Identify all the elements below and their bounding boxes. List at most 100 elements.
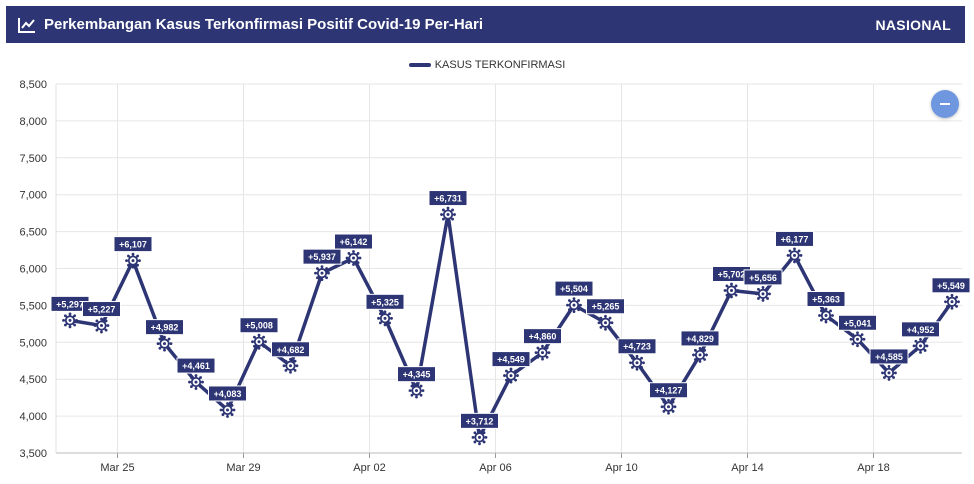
virus-spike-tip bbox=[68, 312, 72, 316]
virus-spike-tip bbox=[127, 263, 130, 267]
chart-legend[interactable]: KASUS TERKONFIRMASI bbox=[0, 59, 974, 71]
virus-spike-tip bbox=[608, 316, 612, 320]
virus-icon[interactable] bbox=[93, 317, 110, 334]
x-tick-label: Apr 06 bbox=[479, 462, 511, 474]
virus-icon[interactable] bbox=[629, 354, 645, 371]
virus-spike-tip bbox=[761, 285, 765, 289]
virus-spike-tip bbox=[831, 314, 834, 317]
virus-icon[interactable] bbox=[62, 312, 78, 329]
virus-icon[interactable] bbox=[692, 347, 708, 363]
virus-icon[interactable] bbox=[219, 402, 236, 418]
virus-icon[interactable] bbox=[786, 247, 803, 264]
y-tick-label: 8,000 bbox=[19, 116, 47, 128]
virus-spike-tip bbox=[347, 252, 351, 255]
data-label-box bbox=[428, 190, 468, 207]
virus-spike-tip bbox=[660, 405, 664, 409]
virus-spike-tip bbox=[383, 323, 387, 327]
virus-spike-tip bbox=[514, 378, 517, 382]
data-label-box bbox=[334, 233, 373, 250]
virus-icon[interactable] bbox=[408, 382, 425, 399]
data-label-box bbox=[869, 348, 909, 365]
y-tick-label: 7,500 bbox=[19, 153, 47, 165]
virus-spike-tip bbox=[104, 328, 108, 332]
virus-spike-tip bbox=[957, 300, 960, 304]
virus-spike-tip bbox=[282, 364, 286, 368]
data-label: +5,702 bbox=[718, 269, 746, 279]
virus-icon[interactable] bbox=[503, 367, 519, 384]
virus-icon[interactable] bbox=[345, 250, 362, 266]
virus-spike-tip bbox=[293, 359, 297, 363]
virus-spike-tip bbox=[264, 340, 267, 344]
virus-spike-tip bbox=[505, 378, 508, 382]
virus-spike-tip bbox=[325, 276, 328, 280]
virus-icon[interactable] bbox=[723, 282, 740, 299]
virus-spike-tip bbox=[820, 318, 823, 322]
virus-icon[interactable] bbox=[566, 297, 582, 314]
virus-icon[interactable] bbox=[188, 374, 204, 390]
virus-spike-tip bbox=[158, 346, 162, 350]
collapse-button[interactable] bbox=[931, 90, 959, 118]
virus-spike-tip bbox=[887, 378, 891, 381]
virus-spike-tip bbox=[289, 357, 292, 361]
data-label-box bbox=[176, 357, 216, 374]
x-tick-label: Apr 18 bbox=[857, 462, 889, 474]
virus-spike-tip bbox=[698, 347, 702, 350]
data-label-box bbox=[680, 330, 720, 347]
data-label-box bbox=[302, 248, 342, 265]
virus-icon[interactable] bbox=[282, 357, 299, 374]
virus-icon[interactable] bbox=[440, 206, 456, 223]
virus-icon[interactable] bbox=[314, 265, 330, 282]
virus-spike-tip bbox=[136, 254, 139, 258]
virus-core bbox=[730, 288, 733, 292]
virus-core bbox=[824, 314, 828, 318]
virus-icon[interactable] bbox=[849, 331, 866, 348]
virus-spike-tip bbox=[797, 249, 801, 253]
virus-spike-tip bbox=[356, 252, 360, 255]
virus-icon[interactable] bbox=[377, 310, 393, 327]
virus-spike-tip bbox=[694, 348, 697, 352]
virus-spike-tip bbox=[572, 310, 576, 314]
virus-spike-tip bbox=[471, 435, 475, 439]
virus-spike-tip bbox=[610, 321, 614, 325]
virus-icon[interactable] bbox=[660, 398, 677, 415]
data-label: +4,682 bbox=[277, 345, 305, 355]
virus-icon[interactable] bbox=[125, 252, 141, 269]
virus-icon[interactable] bbox=[471, 429, 488, 446]
chart-header: Perkembangan Kasus Terkonfirmasi Positif… bbox=[6, 6, 965, 43]
virus-icon[interactable] bbox=[755, 285, 771, 302]
virus-spike-tip bbox=[106, 324, 110, 327]
x-tick-label: Apr 14 bbox=[731, 462, 763, 474]
virus-spike-tip bbox=[923, 349, 927, 352]
virus-spike-tip bbox=[955, 304, 958, 308]
virus-spike-tip bbox=[766, 287, 769, 291]
virus-icon[interactable] bbox=[818, 307, 834, 324]
virus-spike-tip bbox=[757, 287, 760, 291]
virus-core bbox=[761, 292, 765, 296]
data-label: +4,461 bbox=[182, 361, 210, 371]
virus-core bbox=[541, 351, 544, 355]
virus-spike-tip bbox=[818, 314, 821, 317]
line-chart-icon bbox=[18, 16, 38, 34]
virus-icon[interactable] bbox=[912, 337, 929, 354]
virus-spike-tip bbox=[390, 316, 393, 320]
virus-spike-tip bbox=[284, 368, 288, 372]
virus-icon[interactable] bbox=[944, 293, 960, 310]
virus-spike-tip bbox=[824, 320, 828, 324]
virus-icon[interactable] bbox=[534, 344, 551, 361]
virus-icon[interactable] bbox=[251, 333, 267, 350]
virus-icon[interactable] bbox=[156, 335, 173, 352]
virus-spike-tip bbox=[410, 384, 414, 388]
virus-spike-tip bbox=[604, 327, 607, 331]
virus-spike-tip bbox=[295, 364, 299, 368]
virus-spike-tip bbox=[289, 370, 292, 374]
data-label: +4,952 bbox=[907, 325, 935, 335]
data-label-box bbox=[271, 341, 310, 358]
virus-spike-tip bbox=[829, 309, 832, 313]
virus-spike-tip bbox=[253, 344, 256, 348]
virus-core bbox=[856, 337, 859, 341]
virus-spike-tip bbox=[446, 206, 450, 210]
virus-icon[interactable] bbox=[597, 314, 614, 331]
virus-icon[interactable] bbox=[881, 365, 897, 381]
virus-spike-tip bbox=[631, 356, 634, 360]
